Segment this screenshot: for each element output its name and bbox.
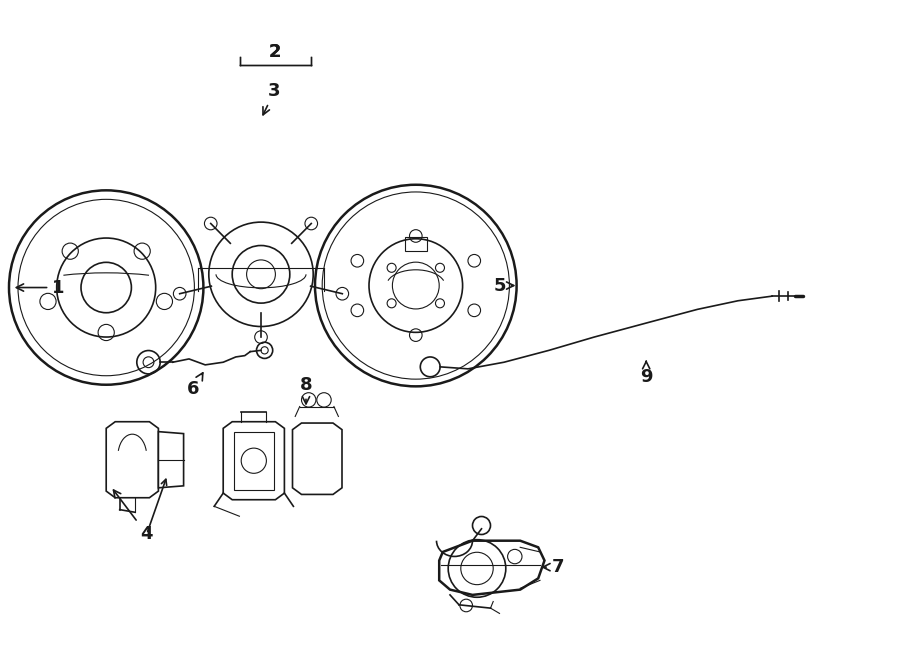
Polygon shape [234,432,274,490]
Polygon shape [439,541,544,595]
Polygon shape [292,423,342,494]
Text: 3: 3 [263,82,281,115]
Text: 6: 6 [187,373,202,398]
Polygon shape [158,432,184,488]
Text: 2: 2 [268,42,281,61]
Text: 9: 9 [640,362,652,386]
Polygon shape [223,422,284,500]
Text: 2: 2 [268,42,281,61]
Polygon shape [106,422,158,498]
Text: 4: 4 [113,490,153,543]
Text: 8: 8 [300,375,312,404]
Text: 1: 1 [16,278,65,297]
Text: 5: 5 [493,276,514,295]
Text: 7: 7 [543,558,564,576]
